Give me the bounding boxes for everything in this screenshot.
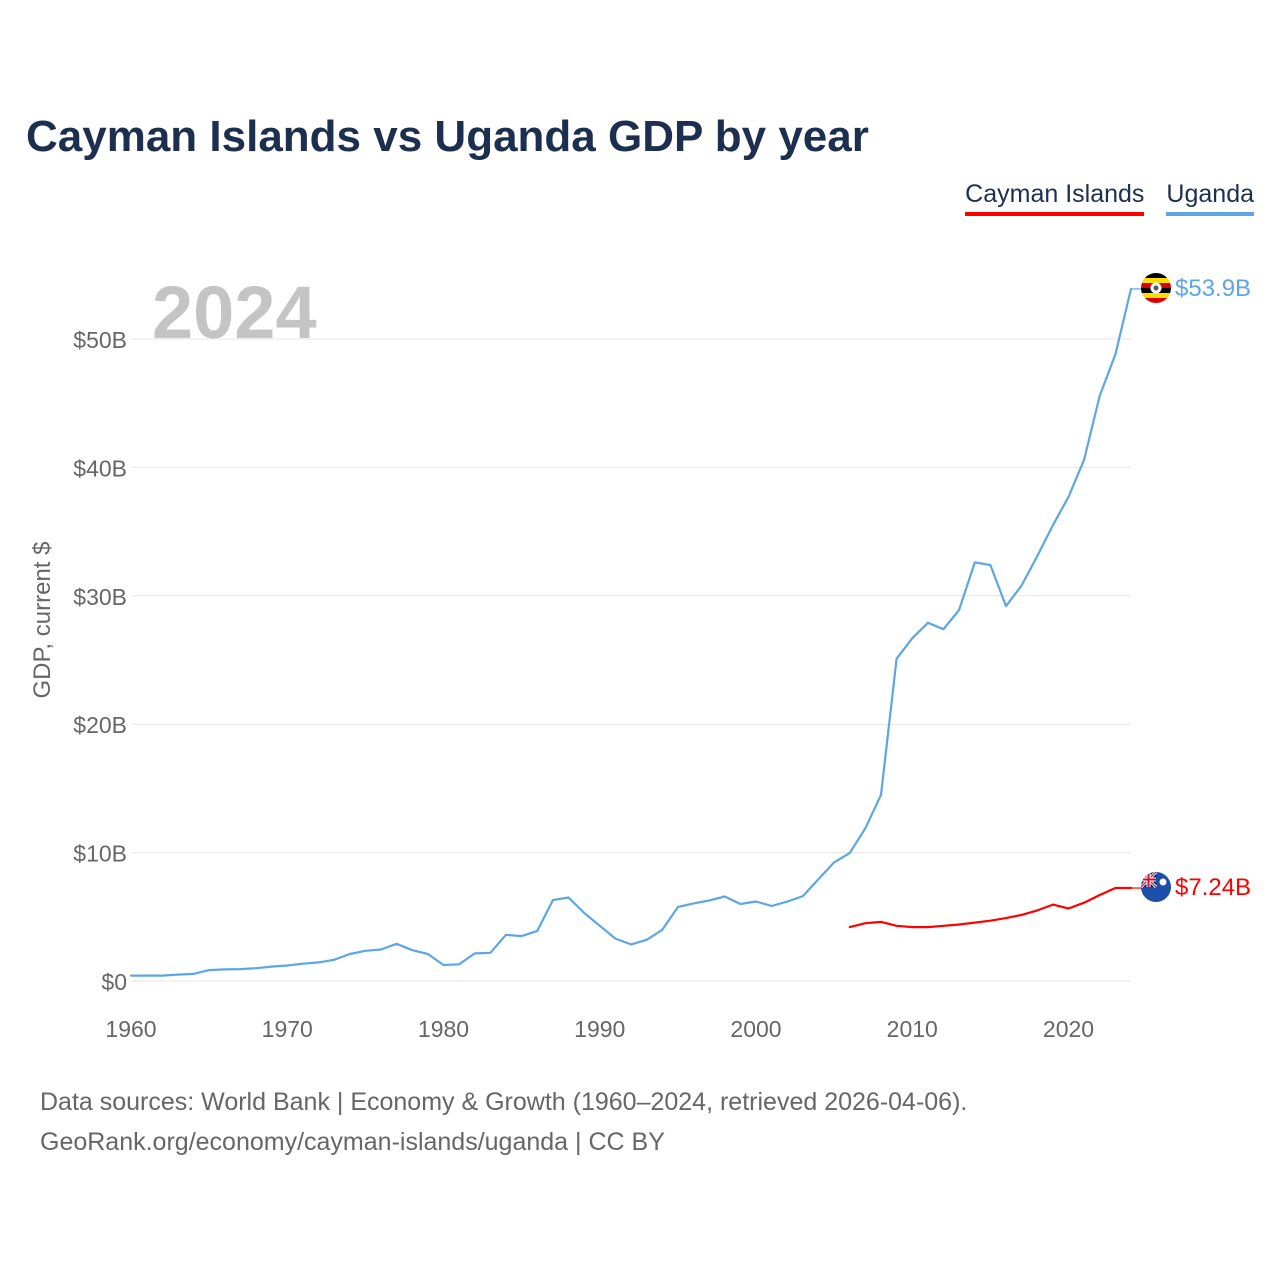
x-tick-label: 1980 (418, 1016, 469, 1042)
legend: Cayman Islands Uganda (965, 180, 1254, 216)
y-tick-label: $0 (101, 969, 127, 995)
x-tick-label: 2010 (887, 1016, 938, 1042)
x-tick-label: 1970 (262, 1016, 313, 1042)
series-line-cayman-islands (848, 886, 1133, 929)
uganda-flag-icon (1141, 273, 1171, 303)
y-axis-label: GDP, current $ (29, 542, 56, 699)
x-tick-label: 2000 (730, 1016, 781, 1042)
source-link-text: GeoRank.org/economy/cayman-islands/ugand… (40, 1128, 665, 1156)
legend-item-uganda[interactable]: Uganda (1166, 180, 1254, 216)
cayman-islands-end-value-label: $7.24B (1175, 874, 1251, 901)
series-lines (129, 287, 1141, 977)
y-tick-label: $10B (73, 841, 127, 867)
series-line-uganda (129, 287, 1133, 977)
gdp-line-chart: 2024 $0 $10B $20B $30B $40B $50B 1960 1970 1980… (29, 271, 1251, 1042)
y-tick-label: $40B (73, 455, 127, 481)
cayman-islands-flag-icon (1141, 872, 1171, 902)
x-tick-label: 2020 (1043, 1016, 1094, 1042)
x-tick-label: 1960 (105, 1016, 156, 1042)
x-tick-label: 1990 (574, 1016, 625, 1042)
data-sources-text: Data sources: World Bank | Economy & Gro… (40, 1088, 968, 1116)
year-watermark: 2024 (152, 271, 317, 354)
chart-title: Cayman Islands vs Uganda GDP by year (26, 112, 869, 161)
x-axis-ticks: 1960 1970 1980 1990 2000 2010 2020 (105, 1016, 1094, 1042)
legend-item-cayman-islands[interactable]: Cayman Islands (965, 180, 1145, 216)
y-tick-label: $50B (73, 327, 127, 353)
y-tick-label: $30B (73, 584, 127, 610)
grid-lines (131, 338, 1131, 982)
uganda-end-value-label: $53.9B (1175, 275, 1251, 302)
footer: Data sources: World Bank | Economy & Gro… (40, 1082, 967, 1162)
y-axis-ticks: $0 $10B $20B $30B $40B $50B (73, 327, 127, 995)
y-tick-label: $20B (73, 712, 127, 738)
